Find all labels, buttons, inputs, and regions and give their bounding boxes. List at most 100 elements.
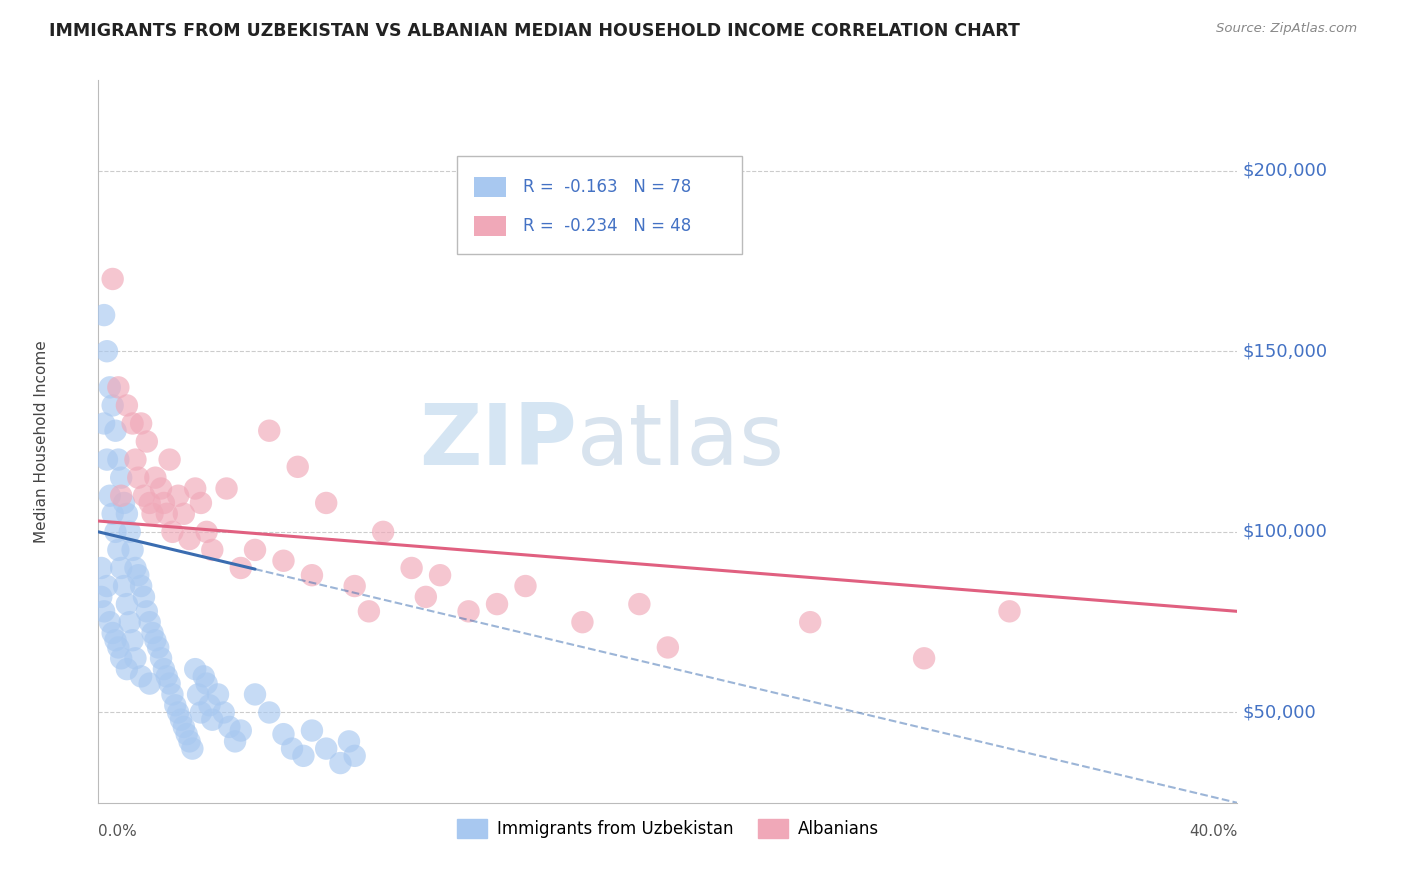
Point xyxy=(101,507,124,521)
Point xyxy=(150,482,173,496)
Point xyxy=(201,713,224,727)
Point xyxy=(129,417,152,431)
Point xyxy=(190,706,212,720)
Point xyxy=(150,651,173,665)
Point xyxy=(181,741,204,756)
Point xyxy=(138,615,160,630)
Point xyxy=(273,727,295,741)
Point xyxy=(415,590,437,604)
Point xyxy=(176,727,198,741)
Point xyxy=(315,496,337,510)
Text: R =  -0.234   N = 48: R = -0.234 N = 48 xyxy=(523,218,692,235)
Point xyxy=(98,380,121,394)
Point xyxy=(141,507,163,521)
Point xyxy=(121,633,143,648)
Point xyxy=(486,597,509,611)
Text: IMMIGRANTS FROM UZBEKISTAN VS ALBANIAN MEDIAN HOUSEHOLD INCOME CORRELATION CHART: IMMIGRANTS FROM UZBEKISTAN VS ALBANIAN M… xyxy=(49,22,1021,40)
Point xyxy=(93,308,115,322)
Point xyxy=(145,470,167,484)
Text: $100,000: $100,000 xyxy=(1243,523,1327,541)
Text: Median Household Income: Median Household Income xyxy=(34,340,49,543)
Point xyxy=(90,561,112,575)
Point xyxy=(90,590,112,604)
FancyBboxPatch shape xyxy=(474,178,506,197)
Point xyxy=(98,489,121,503)
Point xyxy=(179,734,201,748)
Point xyxy=(281,741,304,756)
Point xyxy=(148,640,170,655)
Point xyxy=(129,669,152,683)
FancyBboxPatch shape xyxy=(474,216,506,236)
Point xyxy=(135,604,157,618)
Point xyxy=(198,698,221,713)
Text: $50,000: $50,000 xyxy=(1243,704,1317,722)
Point xyxy=(101,626,124,640)
Point xyxy=(193,669,215,683)
Point xyxy=(118,615,141,630)
FancyBboxPatch shape xyxy=(457,156,742,253)
Point xyxy=(104,524,127,539)
Point xyxy=(343,748,366,763)
Point xyxy=(107,542,129,557)
Point xyxy=(153,496,176,510)
Point xyxy=(343,579,366,593)
Point xyxy=(229,561,252,575)
Point xyxy=(167,489,190,503)
Point xyxy=(112,579,135,593)
Point xyxy=(110,651,132,665)
Point xyxy=(162,687,184,701)
Point xyxy=(115,662,138,676)
Point xyxy=(104,633,127,648)
Point xyxy=(357,604,380,618)
Point xyxy=(229,723,252,738)
Text: ZIP: ZIP xyxy=(419,400,576,483)
Point xyxy=(218,720,240,734)
Point xyxy=(141,626,163,640)
Text: 40.0%: 40.0% xyxy=(1189,824,1237,839)
Point xyxy=(401,561,423,575)
Point xyxy=(93,417,115,431)
Point xyxy=(628,597,651,611)
Point xyxy=(129,579,152,593)
Point xyxy=(127,568,149,582)
Point xyxy=(215,482,238,496)
Point xyxy=(156,669,179,683)
Point xyxy=(124,651,146,665)
Point xyxy=(145,633,167,648)
Point xyxy=(124,452,146,467)
Point xyxy=(571,615,593,630)
Point xyxy=(159,676,181,690)
Point xyxy=(153,662,176,676)
Point xyxy=(138,496,160,510)
Text: 0.0%: 0.0% xyxy=(98,824,138,839)
Point xyxy=(184,662,207,676)
Point xyxy=(184,482,207,496)
Point xyxy=(104,424,127,438)
Point xyxy=(115,507,138,521)
Point xyxy=(515,579,537,593)
Point xyxy=(110,561,132,575)
Point xyxy=(107,640,129,655)
Point xyxy=(301,568,323,582)
Legend: Immigrants from Uzbekistan, Albanians: Immigrants from Uzbekistan, Albanians xyxy=(450,813,886,845)
Point xyxy=(101,272,124,286)
Point xyxy=(112,496,135,510)
Point xyxy=(259,424,281,438)
Point xyxy=(207,687,229,701)
Point xyxy=(156,507,179,521)
Point xyxy=(243,542,266,557)
Point xyxy=(107,380,129,394)
Point xyxy=(287,459,309,474)
Point xyxy=(93,604,115,618)
Point xyxy=(195,524,218,539)
Point xyxy=(337,734,360,748)
Point xyxy=(165,698,187,713)
Point xyxy=(173,720,195,734)
Point xyxy=(110,470,132,484)
Point xyxy=(115,398,138,412)
Point xyxy=(799,615,821,630)
Point xyxy=(315,741,337,756)
Point xyxy=(96,452,118,467)
Point xyxy=(96,344,118,359)
Point xyxy=(167,706,190,720)
